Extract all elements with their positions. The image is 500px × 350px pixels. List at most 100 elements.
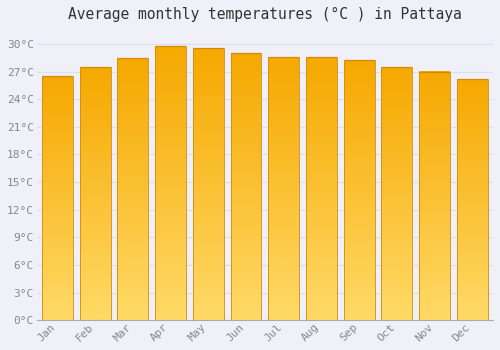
Bar bbox=[155, 180, 186, 183]
Bar bbox=[419, 276, 450, 280]
Bar bbox=[118, 274, 148, 278]
Bar bbox=[193, 300, 224, 303]
Bar bbox=[268, 96, 299, 100]
Bar bbox=[42, 119, 73, 122]
Bar bbox=[457, 79, 488, 82]
Bar bbox=[268, 126, 299, 129]
Bar bbox=[382, 143, 412, 146]
Bar bbox=[268, 57, 299, 60]
Bar bbox=[193, 222, 224, 225]
Bar bbox=[80, 200, 110, 203]
Bar bbox=[419, 230, 450, 233]
Bar bbox=[306, 152, 337, 156]
Bar bbox=[306, 215, 337, 218]
Bar bbox=[42, 174, 73, 177]
Bar bbox=[344, 210, 374, 213]
Bar bbox=[118, 195, 148, 199]
Bar bbox=[193, 103, 224, 106]
Bar bbox=[344, 298, 374, 301]
Bar bbox=[155, 238, 186, 241]
Bar bbox=[382, 181, 412, 184]
Bar bbox=[155, 173, 186, 176]
Bar bbox=[268, 271, 299, 274]
Bar bbox=[344, 73, 374, 77]
Bar bbox=[230, 213, 262, 217]
Bar bbox=[118, 120, 148, 123]
Bar bbox=[344, 70, 374, 74]
Bar bbox=[457, 245, 488, 248]
Bar bbox=[382, 171, 412, 175]
Bar bbox=[382, 200, 412, 203]
Bar bbox=[155, 306, 186, 310]
Bar bbox=[457, 311, 488, 314]
Bar bbox=[230, 130, 262, 133]
Bar bbox=[419, 152, 450, 155]
Bar bbox=[80, 67, 110, 70]
Bar bbox=[193, 225, 224, 229]
Bar bbox=[457, 305, 488, 308]
Bar bbox=[382, 174, 412, 178]
Bar bbox=[155, 197, 186, 200]
Bar bbox=[230, 263, 262, 267]
Bar bbox=[344, 96, 374, 99]
Bar bbox=[457, 269, 488, 272]
Bar bbox=[42, 284, 73, 287]
Bar bbox=[155, 125, 186, 128]
Bar bbox=[268, 136, 299, 139]
Bar bbox=[344, 236, 374, 239]
Bar bbox=[457, 281, 488, 284]
Bar bbox=[457, 241, 488, 245]
Bar bbox=[193, 177, 224, 181]
Bar bbox=[42, 140, 73, 143]
Bar bbox=[419, 304, 450, 308]
Bar bbox=[230, 190, 262, 193]
Bar bbox=[419, 161, 450, 165]
Bar bbox=[230, 63, 262, 66]
Bar bbox=[230, 106, 262, 110]
Bar bbox=[118, 182, 148, 186]
Bar bbox=[306, 303, 337, 307]
Bar bbox=[457, 121, 488, 124]
Bar bbox=[419, 174, 450, 177]
Bar bbox=[193, 133, 224, 137]
Bar bbox=[419, 96, 450, 99]
Bar bbox=[268, 231, 299, 234]
Bar bbox=[344, 288, 374, 291]
Bar bbox=[457, 272, 488, 275]
Bar bbox=[42, 189, 73, 192]
Bar bbox=[457, 296, 488, 299]
Bar bbox=[268, 244, 299, 248]
Bar bbox=[419, 108, 450, 112]
Bar bbox=[118, 189, 148, 192]
Bar bbox=[230, 203, 262, 207]
Bar bbox=[457, 163, 488, 166]
Bar bbox=[306, 225, 337, 228]
Bar bbox=[230, 240, 262, 244]
Bar bbox=[457, 169, 488, 173]
Bar bbox=[155, 200, 186, 204]
Bar bbox=[118, 104, 148, 107]
Bar bbox=[193, 245, 224, 249]
Bar bbox=[42, 238, 73, 241]
Bar bbox=[419, 264, 450, 267]
Bar bbox=[230, 156, 262, 160]
Bar bbox=[118, 212, 148, 215]
Bar bbox=[230, 206, 262, 210]
Bar bbox=[230, 66, 262, 70]
Bar bbox=[230, 113, 262, 117]
Bar bbox=[457, 85, 488, 88]
Bar bbox=[419, 143, 450, 146]
Bar bbox=[382, 238, 412, 241]
Bar bbox=[230, 96, 262, 100]
Bar bbox=[42, 213, 73, 217]
Bar bbox=[306, 208, 337, 212]
Bar bbox=[457, 172, 488, 175]
Bar bbox=[382, 111, 412, 114]
Bar bbox=[42, 299, 73, 302]
Bar bbox=[193, 266, 224, 269]
Bar bbox=[382, 285, 412, 289]
Bar bbox=[382, 117, 412, 121]
Bar bbox=[268, 73, 299, 77]
Bar bbox=[42, 103, 73, 107]
Bar bbox=[268, 129, 299, 133]
